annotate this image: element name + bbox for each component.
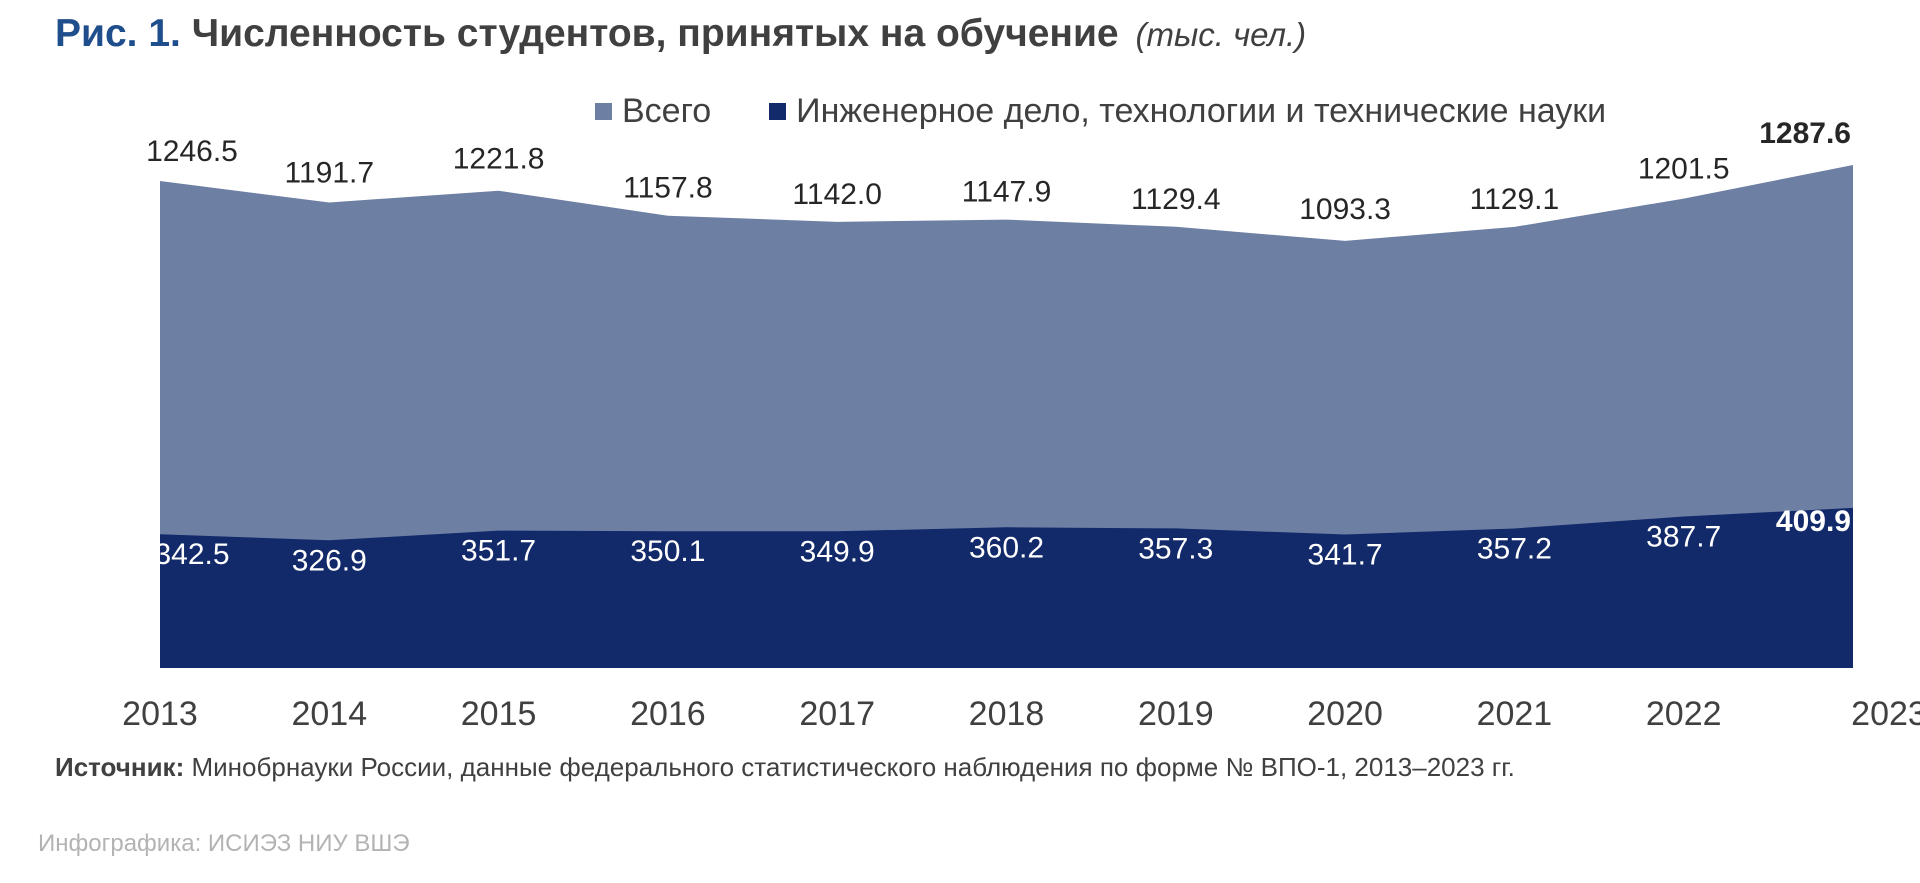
- engineering-value-label: 360.2: [969, 531, 1044, 564]
- x-tick-label: 2019: [1138, 695, 1214, 733]
- title-units: (тыс. чел.): [1135, 16, 1307, 53]
- figure-number: Рис. 1.: [55, 12, 181, 55]
- title-text: Численность студентов, принятых на обуче…: [191, 12, 1119, 55]
- x-tick-label: 2014: [291, 695, 367, 733]
- total-value-label: 1093.3: [1299, 193, 1391, 226]
- engineering-value-label: 326.9: [292, 544, 367, 577]
- source-note: Источник: Минобрнауки России, данные фед…: [55, 752, 1515, 783]
- x-tick-label: 2017: [799, 695, 875, 733]
- chart-title: Рис. 1. Численность студентов, принятых …: [55, 12, 1306, 56]
- total-value-label: 1129.1: [1470, 183, 1560, 216]
- area-chart: 1246.5 342.5 2013 1191.7 326.9 2014 1221.8 351.…: [122, 117, 1920, 733]
- infographic-credit: Инфографика: ИСИЭЗ НИУ ВШЭ: [38, 830, 410, 857]
- legend-item-total: Всего: [595, 92, 711, 131]
- legend-label-engineering: Инженерное дело, технологии и технически…: [796, 92, 1607, 130]
- x-tick-label: 2016: [630, 695, 706, 733]
- total-value-label: 1142.0: [792, 178, 882, 211]
- total-value-label: 1191.7: [285, 156, 375, 189]
- total-value-label: 1287.6: [1759, 117, 1851, 150]
- legend-swatch-engineering: [769, 103, 787, 120]
- x-tick-label: 2023: [1851, 695, 1920, 733]
- legend-swatch-total: [595, 103, 612, 120]
- legend-label-total: Всего: [622, 92, 712, 130]
- engineering-value-label: 350.1: [630, 535, 705, 568]
- engineering-value-label: 349.9: [800, 535, 875, 568]
- x-tick-label: 2022: [1646, 695, 1722, 733]
- x-tick-label: 2013: [122, 695, 198, 733]
- legend-item-engineering: Инженерное дело, технологии и технически…: [769, 92, 1606, 131]
- total-value-label: 1129.4: [1131, 183, 1221, 216]
- area-engineering: [160, 507, 1853, 668]
- engineering-value-label: 351.7: [461, 535, 536, 568]
- engineering-value-label: 357.3: [1138, 532, 1213, 565]
- engineering-value-label: 341.7: [1308, 539, 1383, 572]
- total-value-label: 1201.5: [1638, 153, 1730, 186]
- total-value-label: 1147.9: [962, 176, 1052, 209]
- x-tick-label: 2021: [1477, 695, 1553, 733]
- engineering-value-label: 357.2: [1477, 532, 1552, 565]
- engineering-value-label: 387.7: [1646, 521, 1721, 554]
- source-text: Минобрнауки России, данные федерального …: [191, 752, 1515, 782]
- x-tick-label: 2018: [969, 695, 1045, 733]
- source-label: Источник:: [55, 752, 185, 782]
- x-tick-label: 2020: [1307, 695, 1383, 733]
- engineering-value-label: 409.9: [1776, 505, 1851, 538]
- legend: Всего Инженерное дело, технологии и техн…: [595, 92, 1664, 131]
- total-value-label: 1246.5: [146, 135, 238, 168]
- total-value-label: 1157.8: [623, 172, 713, 205]
- x-tick-label: 2015: [461, 695, 537, 733]
- engineering-value-label: 342.5: [154, 538, 229, 571]
- total-value-label: 1221.8: [453, 143, 545, 176]
